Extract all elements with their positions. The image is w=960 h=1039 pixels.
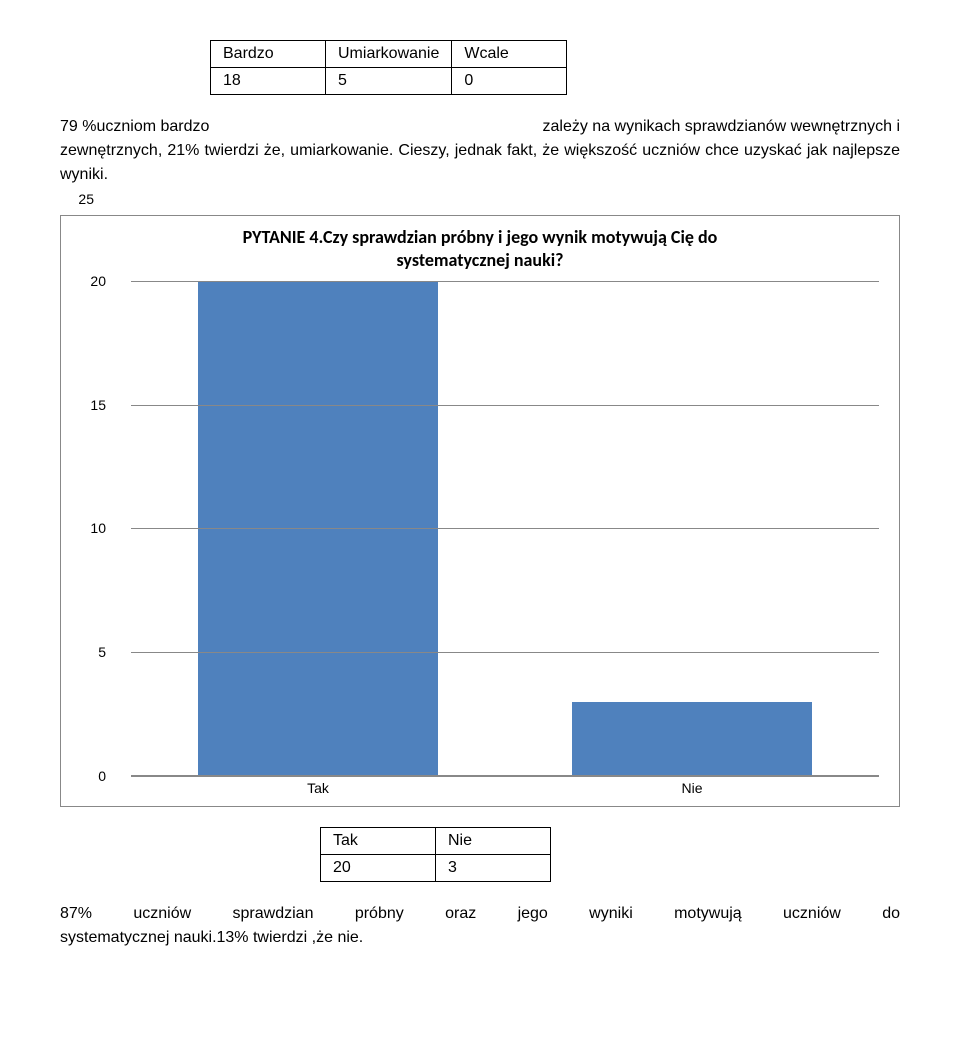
para2-b: systematycznej nauki.13% twierdzi ,że ni… xyxy=(60,929,363,946)
table-row: 18 5 0 xyxy=(211,68,567,95)
chart-title-line1: PYTANIE 4.Czy sprawdzian próbny i jego w… xyxy=(243,226,718,248)
cell-header: Wcale xyxy=(452,41,567,68)
x-axis: Tak Nie xyxy=(131,775,879,801)
table-importance: Bardzo Umiarkowanie Wcale 18 5 0 xyxy=(210,40,567,95)
chart-title: 25 PYTANIE 4.Czy sprawdzian próbny i jeg… xyxy=(81,226,879,273)
table-row: 20 3 xyxy=(321,854,551,881)
cell-value: 5 xyxy=(326,68,452,95)
chart-plot: TakNie 20151050 xyxy=(111,281,879,801)
y-top-tick: 25 xyxy=(69,190,94,208)
gridline xyxy=(131,652,879,653)
y-tick-label: 10 xyxy=(81,520,106,536)
y-tick-label: 20 xyxy=(81,273,106,289)
para1-b: zależy na wynikach sprawdzianów wewnętrz… xyxy=(543,115,901,139)
para2-a: 87% uczniów sprawdzian próbny oraz jego … xyxy=(60,902,900,926)
cell-value: 20 xyxy=(321,854,436,881)
paragraph-motivation: 87% uczniów sprawdzian próbny oraz jego … xyxy=(60,902,900,950)
gridline xyxy=(131,405,879,406)
chart-title-line2: systematycznej nauki? xyxy=(397,249,564,271)
x-tick-label: Nie xyxy=(572,776,811,801)
para1-a: 79 %uczniom bardzo xyxy=(60,115,209,139)
y-tick-label: 5 xyxy=(81,644,106,660)
chart-container: 25 PYTANIE 4.Czy sprawdzian próbny i jeg… xyxy=(60,215,900,807)
gridline xyxy=(131,281,879,282)
para1-c: zewnętrznych, 21% twierdzi że, umiarkowa… xyxy=(60,142,900,183)
plot-area xyxy=(131,281,879,776)
cell-value: 0 xyxy=(452,68,567,95)
cell-header: Nie xyxy=(436,827,551,854)
bar xyxy=(572,702,811,776)
table-motivation: Tak Nie 20 3 xyxy=(320,827,551,882)
gridline xyxy=(131,528,879,529)
table-row: Bardzo Umiarkowanie Wcale xyxy=(211,41,567,68)
cell-header: Umiarkowanie xyxy=(326,41,452,68)
cell-header: Tak xyxy=(321,827,436,854)
y-tick-label: 0 xyxy=(81,768,106,784)
cell-value: 18 xyxy=(211,68,326,95)
paragraph-importance: 79 %uczniom bardzo zależy na wynikach sp… xyxy=(60,115,900,187)
y-tick-label: 15 xyxy=(81,397,106,413)
x-tick-label: Tak xyxy=(198,776,437,801)
cell-header: Bardzo xyxy=(211,41,326,68)
cell-value: 3 xyxy=(436,854,551,881)
table-row: Tak Nie xyxy=(321,827,551,854)
